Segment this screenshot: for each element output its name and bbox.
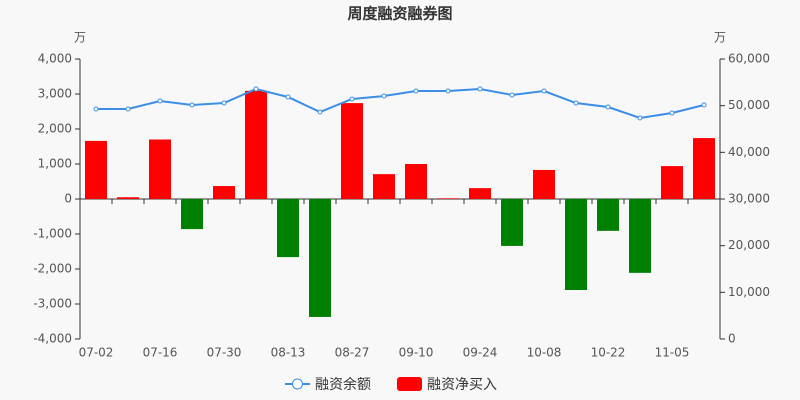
x-tick-label: 11-05 [655,346,690,360]
x-tick-label: 09-10 [399,346,434,360]
x-tick-label: 10-22 [591,346,626,360]
line-point [189,102,195,108]
bar [437,198,459,199]
legend-marker [292,378,303,390]
bar [565,199,587,290]
y2-tick-label: 10,000 [728,285,770,299]
bar [469,188,491,199]
y-tick-label: -1,000 [33,227,72,241]
y-tick-label: 0 [64,192,72,206]
y-tick-label: -3,000 [33,297,72,311]
y2-tick-label: 20,000 [728,238,770,252]
bar [373,174,395,199]
legend-swatch [397,377,422,391]
x-tick-label: 07-16 [143,346,178,360]
bar [661,166,683,199]
line-point [669,110,675,116]
line-point [125,106,131,112]
y-tick-label: 2,000 [38,122,72,136]
line-point [93,106,99,112]
line-point [253,86,259,92]
x-tick-label: 07-02 [79,346,114,360]
bar [405,164,427,199]
y2-tick-label: 30,000 [728,192,770,206]
y-tick-label: 4,000 [38,52,72,66]
y2-tick-label: 40,000 [728,145,770,159]
line-point [509,92,515,98]
y-axis-unit: 万 [74,31,86,45]
y-tick-label: 1,000 [38,157,72,171]
bar [309,199,331,317]
legend-label: 融资净买入 [427,377,497,393]
bar [597,199,619,231]
line-point [413,88,419,94]
line-point [349,96,355,102]
y2-axis-unit: 万 [714,31,726,45]
line-point [285,94,291,100]
bar [341,103,363,199]
y2-tick-label: 50,000 [728,98,770,112]
line [96,87,705,120]
bar [245,90,267,199]
y-tick-label: -2,000 [33,262,72,276]
bar [277,199,299,258]
bar [213,186,235,199]
line-point [477,86,483,92]
bar [117,197,139,199]
line-point [317,109,323,115]
line-point [541,88,547,94]
y2-tick-label: 60,000 [728,52,770,66]
x-tick-label: 08-13 [271,346,306,360]
y-tick-label: 3,000 [38,87,72,101]
line-point [445,88,451,94]
line-point [381,93,387,99]
legend-label: 融资余额 [315,376,371,393]
y-tick-label: -4,000 [33,332,72,346]
x-tick-label: 09-24 [463,346,498,360]
x-tick-label: 08-27 [335,346,370,360]
chart-title: 周度融资融券图 [347,5,452,23]
bar [629,199,651,273]
line-point [573,100,579,106]
x-tick-label: 10-08 [527,346,562,360]
bar [501,199,523,246]
bar [85,140,107,199]
bar [149,139,171,199]
line-point [605,104,611,110]
bar [533,169,555,199]
y2-tick-label: 0 [728,332,736,346]
line-point [157,98,163,104]
line-point [637,115,643,121]
line-point [701,102,707,108]
x-tick-label: 07-30 [207,346,242,360]
bar [181,199,203,230]
line-point [221,100,227,106]
bar [693,138,715,199]
